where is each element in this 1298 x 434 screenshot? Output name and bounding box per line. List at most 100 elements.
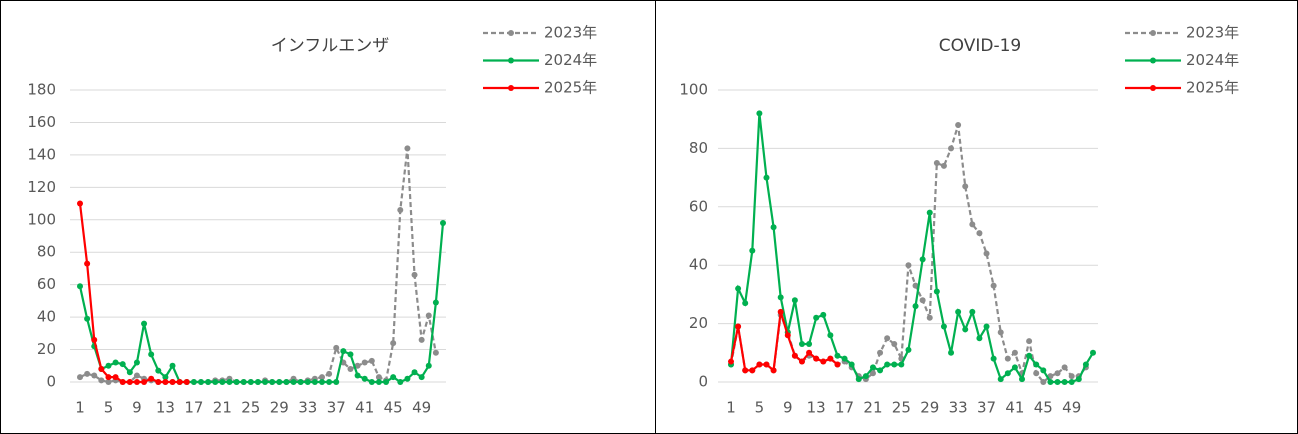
point (269, 379, 276, 385)
x-tick-label: 9 (132, 399, 142, 417)
x-tick-label: 33 (298, 399, 317, 417)
x-tick-label: 29 (920, 399, 939, 417)
point (432, 349, 439, 356)
point (749, 247, 756, 254)
point (827, 355, 834, 362)
point (1004, 370, 1011, 377)
point (955, 308, 962, 315)
point (77, 200, 83, 207)
point (404, 375, 411, 382)
point (397, 379, 404, 385)
point (940, 323, 947, 330)
point (425, 362, 432, 369)
point (1033, 361, 1040, 368)
point (898, 361, 905, 368)
point (756, 110, 763, 117)
point (1026, 352, 1033, 359)
point (440, 220, 446, 227)
point (969, 221, 976, 228)
point (1075, 376, 1082, 383)
point (340, 348, 347, 355)
x-tick-label: 37 (977, 399, 996, 417)
point (763, 174, 770, 181)
y-tick-label: 0 (698, 373, 708, 391)
point (919, 297, 926, 304)
point (1054, 379, 1061, 385)
legend-marker (508, 85, 514, 91)
point (119, 379, 126, 385)
point (119, 361, 126, 368)
point (869, 370, 876, 377)
x-tick-label: 29 (270, 399, 289, 417)
point (133, 372, 140, 379)
point (411, 369, 418, 376)
y-tick-label: 60 (37, 275, 56, 293)
point (1011, 364, 1018, 371)
point (169, 379, 176, 385)
legend-label: 2023年 (1186, 24, 1239, 42)
y-tick-label: 160 (27, 113, 56, 131)
point (919, 256, 926, 263)
point (326, 370, 333, 377)
point (290, 379, 297, 385)
point (834, 352, 841, 359)
point (948, 349, 955, 356)
point (948, 145, 955, 152)
x-tick-label: 13 (156, 399, 175, 417)
series-line (729, 311, 839, 373)
legend-marker (1150, 30, 1156, 36)
point (247, 379, 254, 385)
chart-title: インフルエンザ (271, 36, 390, 56)
point (1068, 379, 1075, 385)
x-tick-label: 13 (807, 399, 826, 417)
point (205, 379, 212, 385)
point (905, 346, 912, 353)
x-tick-label: 21 (863, 399, 882, 417)
point (813, 314, 820, 321)
point (198, 379, 204, 385)
point (933, 288, 940, 295)
point (969, 308, 976, 315)
x-tick-label: 49 (1062, 399, 1081, 417)
point (1004, 355, 1011, 362)
point (834, 361, 841, 368)
point (940, 162, 947, 169)
y-tick-label: 40 (37, 308, 56, 326)
series-line (79, 148, 437, 384)
y-tick-label: 40 (689, 256, 708, 274)
point (176, 379, 183, 385)
point (1090, 349, 1096, 356)
point (432, 299, 439, 306)
legend-label: 2025年 (544, 79, 597, 97)
y-tick-label: 80 (689, 139, 708, 157)
legend-marker (508, 30, 514, 36)
x-tick-label: 49 (412, 399, 431, 417)
point (354, 372, 361, 379)
point (148, 375, 155, 382)
point (105, 374, 112, 381)
point (962, 183, 969, 190)
point (418, 374, 425, 381)
point (133, 379, 140, 385)
point (84, 370, 91, 377)
x-tick-label: 1 (75, 399, 85, 417)
point (333, 344, 340, 351)
point (77, 374, 83, 381)
point (990, 355, 997, 362)
point (319, 374, 325, 381)
point (756, 361, 763, 368)
point (425, 312, 432, 319)
point (212, 379, 219, 385)
point (933, 160, 940, 166)
legend-marker (1150, 57, 1156, 64)
point (983, 250, 990, 257)
point (791, 352, 798, 359)
x-tick-label: 9 (783, 399, 793, 417)
x-tick-label: 1 (726, 399, 736, 417)
point (1054, 370, 1061, 377)
point (976, 230, 983, 237)
point (912, 303, 919, 310)
y-tick-label: 60 (689, 197, 708, 215)
point (368, 357, 375, 364)
y-tick-label: 80 (37, 243, 56, 261)
